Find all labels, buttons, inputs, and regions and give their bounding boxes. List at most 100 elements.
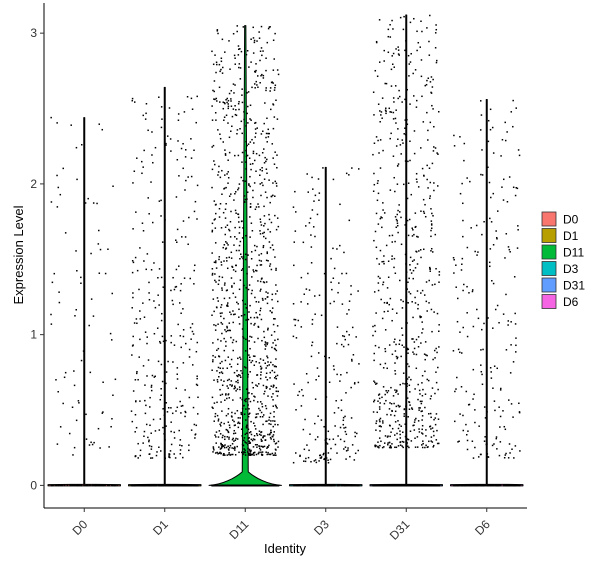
data-point [421, 424, 424, 427]
data-point [143, 435, 145, 438]
data-point [258, 445, 261, 447]
data-point [268, 433, 271, 436]
data-point [266, 141, 268, 143]
data-point [221, 384, 224, 387]
data-point [224, 444, 226, 446]
data-point [374, 324, 376, 327]
data-point [249, 141, 252, 143]
data-point [157, 484, 160, 487]
data-point [211, 396, 214, 399]
data-point [337, 435, 339, 437]
data-point [469, 484, 472, 487]
data-point [307, 484, 309, 487]
data-point [237, 303, 239, 305]
data-point [213, 98, 215, 100]
data-point [214, 434, 216, 436]
data-point [375, 41, 378, 44]
data-point [75, 309, 77, 311]
data-point [196, 377, 198, 380]
data-point [253, 270, 255, 273]
data-point [151, 131, 153, 133]
data-point [397, 231, 399, 234]
data-point [227, 177, 230, 179]
data-point [262, 414, 265, 416]
data-point [236, 438, 239, 440]
data-point [241, 132, 243, 135]
data-point [434, 392, 436, 395]
data-point [170, 484, 172, 487]
data-point [272, 386, 274, 388]
data-point [253, 182, 256, 184]
data-point [384, 350, 387, 353]
data-point [314, 422, 316, 425]
data-point [254, 443, 257, 446]
data-point [348, 219, 351, 222]
data-point [382, 202, 384, 204]
data-point [377, 441, 379, 443]
data-point [358, 363, 360, 365]
data-point [215, 119, 217, 121]
data-point [299, 455, 301, 458]
data-point [258, 31, 260, 33]
data-point [268, 453, 270, 456]
data-point [98, 229, 100, 232]
data-point [248, 448, 251, 451]
data-point [464, 484, 466, 487]
data-point [168, 484, 170, 487]
data-point [400, 243, 403, 246]
data-point [412, 72, 414, 75]
data-point [267, 228, 269, 231]
data-point [402, 183, 405, 186]
data-point [214, 242, 217, 244]
data-point [234, 454, 237, 456]
data-point [220, 304, 223, 306]
data-point [72, 484, 74, 487]
violin-D31 [369, 14, 443, 487]
data-point [74, 484, 77, 487]
data-point [276, 395, 279, 397]
data-point [268, 444, 270, 447]
data-point [248, 157, 251, 159]
data-point [379, 110, 381, 112]
data-point [263, 330, 265, 333]
data-point [216, 29, 219, 31]
data-point [257, 325, 260, 328]
data-point [246, 484, 248, 487]
data-point [386, 367, 388, 370]
data-point [211, 168, 214, 171]
data-point [215, 261, 217, 264]
data-point [386, 391, 389, 394]
data-point [216, 379, 219, 381]
data-point [254, 122, 256, 124]
data-point [110, 484, 113, 487]
data-point [406, 385, 408, 387]
data-point [255, 69, 257, 72]
data-point [78, 484, 80, 487]
data-point [132, 390, 135, 392]
data-point [240, 176, 243, 179]
data-point [272, 157, 274, 159]
data-point [387, 51, 390, 54]
data-point [228, 136, 231, 139]
data-point [342, 419, 345, 422]
data-point [406, 219, 409, 222]
data-point [236, 388, 239, 390]
data-point [222, 454, 225, 456]
data-point [474, 484, 477, 487]
data-point [221, 332, 223, 335]
data-point [53, 272, 56, 275]
data-point [437, 366, 439, 369]
data-point [217, 323, 219, 325]
data-point [393, 66, 396, 68]
data-point [436, 429, 438, 432]
data-point [374, 484, 377, 487]
data-point [425, 429, 427, 431]
data-point [254, 322, 256, 325]
data-point [230, 130, 232, 132]
data-point [249, 356, 251, 359]
data-point [390, 85, 393, 87]
data-point [192, 364, 194, 366]
data-point [337, 484, 340, 487]
data-point [353, 382, 356, 384]
data-point [236, 363, 239, 365]
